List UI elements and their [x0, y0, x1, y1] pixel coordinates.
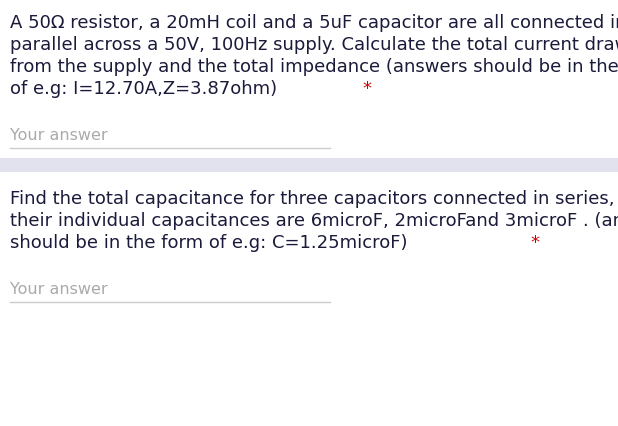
Bar — [0, 158, 618, 172]
Text: parallel across a 50V, 100Hz supply. Calculate the total current drawn: parallel across a 50V, 100Hz supply. Cal… — [10, 36, 618, 54]
Text: *: * — [530, 234, 540, 252]
Text: Your answer: Your answer — [10, 128, 108, 143]
Text: *: * — [362, 80, 371, 98]
Text: A 50Ω resistor, a 20mH coil and a 5uF capacitor are all connected in: A 50Ω resistor, a 20mH coil and a 5uF ca… — [10, 14, 618, 32]
Text: their individual capacitances are 6microF, 2microFand 3microF . (answers: their individual capacitances are 6micro… — [10, 212, 618, 230]
Text: should be in the form of e.g: C=1.25microF): should be in the form of e.g: C=1.25micr… — [10, 234, 413, 252]
Text: of e.g: I=12.70A,Z=3.87ohm): of e.g: I=12.70A,Z=3.87ohm) — [10, 80, 283, 98]
Text: Your answer: Your answer — [10, 282, 108, 297]
Text: from the supply and the total impedance (answers should be in the form: from the supply and the total impedance … — [10, 58, 618, 76]
Text: Find the total capacitance for three capacitors connected in series, given: Find the total capacitance for three cap… — [10, 190, 618, 208]
